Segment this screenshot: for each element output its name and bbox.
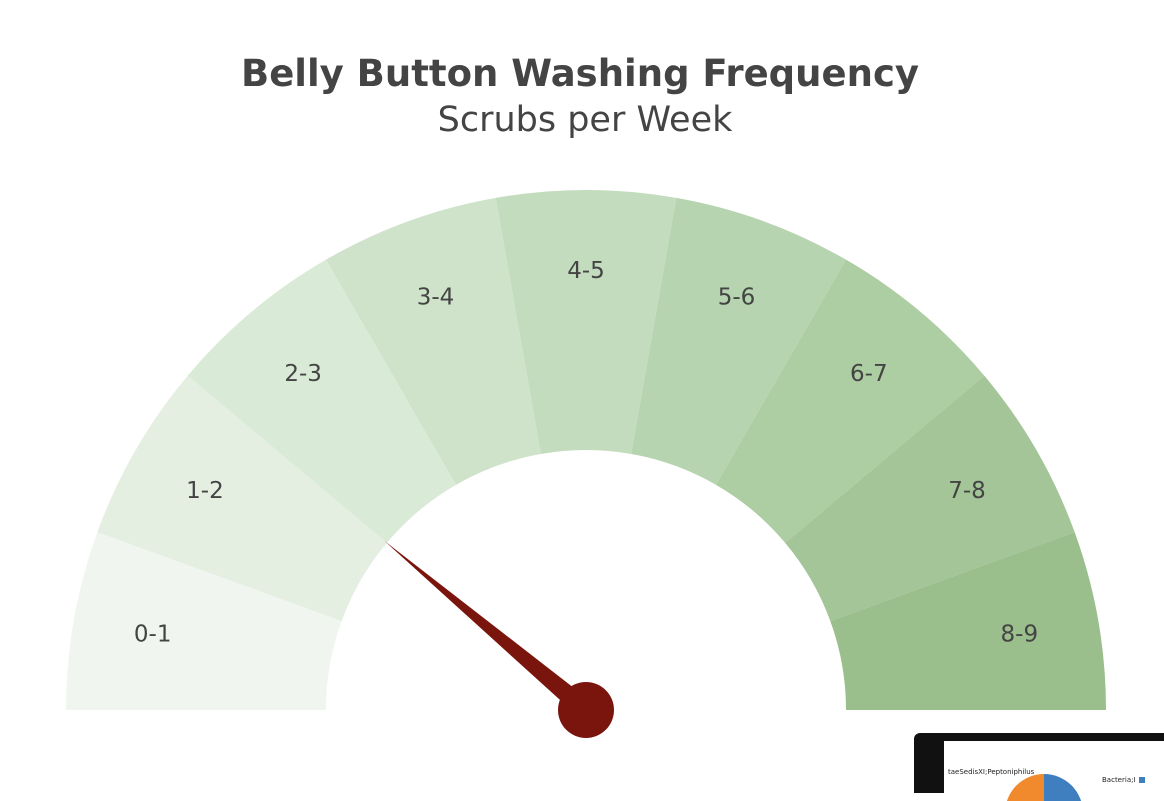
gauge-step-3-4 xyxy=(326,197,541,485)
gauge-step-label: 0-1 xyxy=(134,622,172,648)
gauge-step-0-1 xyxy=(66,532,342,710)
gauge-step-label: 1-2 xyxy=(186,478,224,504)
gauge-title: Belly Button Washing Frequency xyxy=(241,52,919,95)
thumbnail-pie-slice xyxy=(1044,774,1082,801)
gauge-step-1-2 xyxy=(97,375,387,622)
gauge-step-7-8 xyxy=(785,375,1075,622)
thumbnail-legend-swatch xyxy=(1139,777,1145,783)
gauge-sectors xyxy=(66,190,1106,710)
gauge-step-label: 4-5 xyxy=(567,258,605,284)
gauge-step-6-7 xyxy=(716,259,985,543)
thumbnail-label: taeSedisXI;Peptoniphilus xyxy=(948,768,1035,776)
thumbnail-screen: taeSedisXI;Peptoniphilus Bacteria;I xyxy=(944,741,1164,801)
gauge-step-label: 8-9 xyxy=(1001,622,1039,648)
thumbnail-pie-slice xyxy=(1006,774,1044,801)
gauge-step-label: 7-8 xyxy=(948,478,986,504)
gauge-subtitle: Scrubs per Week xyxy=(437,100,733,140)
gauge-step-2-3 xyxy=(187,259,456,543)
gauge-step-5-6 xyxy=(631,197,846,485)
gauge-needle xyxy=(384,540,614,738)
gauge-step-label: 2-3 xyxy=(284,361,322,387)
gauge-needle-hub xyxy=(558,682,614,738)
thumbnail-label: Bacteria;I xyxy=(1102,776,1136,784)
gauge-needle-pointer xyxy=(384,540,593,718)
thumbnail-preview[interactable]: taeSedisXI;Peptoniphilus Bacteria;I xyxy=(914,733,1164,801)
gauge-chart: 0-1 1-2 2-3 3-4 4-5 5-6 6-7 7-8 8-9 xyxy=(66,190,1106,738)
gauge-step-label: 3-4 xyxy=(417,285,455,311)
gauge-step-label: 5-6 xyxy=(718,285,756,311)
gauge-step-8-9 xyxy=(830,532,1106,710)
thumbnail-pie-chart xyxy=(1006,774,1082,801)
gauge-step-4-5 xyxy=(495,190,677,454)
gauge-labels: 0-1 1-2 2-3 3-4 4-5 5-6 6-7 7-8 8-9 xyxy=(134,258,1038,648)
gauge-step-label: 6-7 xyxy=(850,361,888,387)
